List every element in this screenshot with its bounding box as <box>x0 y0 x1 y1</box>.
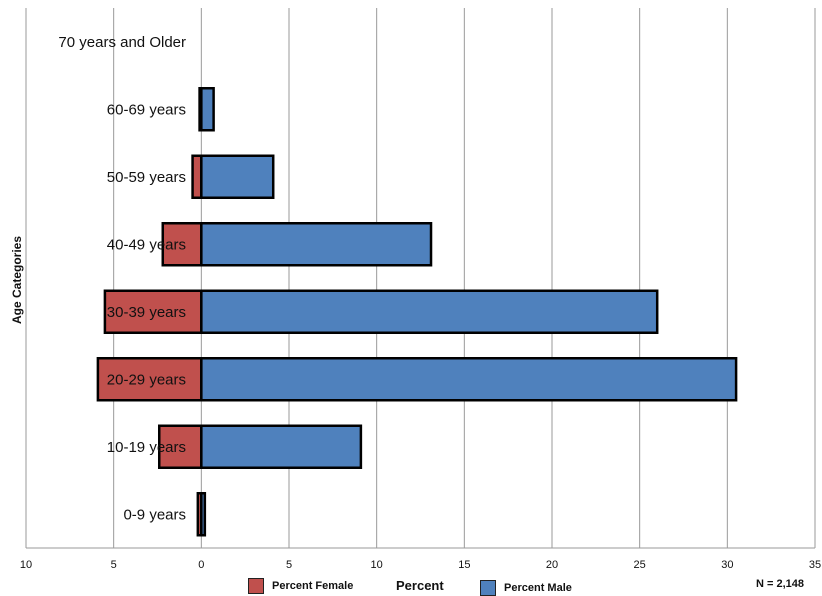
legend-label-female: Percent Female <box>272 580 354 592</box>
legend-swatch-male <box>480 580 496 596</box>
category-label: 40-49 years <box>107 236 186 253</box>
bar-male <box>200 87 215 132</box>
category-label: 30-39 years <box>107 304 186 321</box>
bar-male <box>200 424 363 469</box>
bar-female <box>191 154 203 199</box>
x-tick-label: 20 <box>546 559 558 571</box>
grid-lines <box>25 8 816 549</box>
category-labels: 70 years and Older 60-69 years 50-59 years… <box>58 34 186 524</box>
bar-male <box>200 154 275 199</box>
x-tick-label: 10 <box>371 559 383 571</box>
y-axis-label: Age Categories <box>10 236 24 324</box>
x-tick-label: 5 <box>286 559 292 571</box>
bar-male <box>200 357 738 402</box>
bars <box>96 87 738 537</box>
legend-label-male: Percent Male <box>504 582 572 594</box>
category-label: 20-29 years <box>107 371 186 388</box>
bar-male <box>200 289 659 334</box>
x-tick-label: 15 <box>458 559 470 571</box>
x-tick-labels: 10 5 0 5 10 15 20 25 30 35 <box>20 559 821 571</box>
bar-male <box>200 222 433 267</box>
x-tick-label: 5 <box>111 559 117 571</box>
category-label: 60-69 years <box>107 101 186 118</box>
category-label: 50-59 years <box>107 169 186 186</box>
bar-female <box>158 424 203 469</box>
category-label: 10-19 years <box>107 439 186 456</box>
x-axis-label: Percent <box>396 578 444 593</box>
bar-male <box>200 492 207 537</box>
x-tick-label: 0 <box>198 559 204 571</box>
legend-item-female: Percent Female <box>248 578 353 594</box>
category-label: 70 years and Older <box>58 34 186 51</box>
legend-swatch-female <box>248 578 264 594</box>
category-label: 0-9 years <box>123 506 186 523</box>
legend-item-male: Percent Male <box>480 580 572 596</box>
x-tick-label: 25 <box>634 559 646 571</box>
bar-female <box>103 289 203 334</box>
x-tick-label: 10 <box>20 559 32 571</box>
x-tick-label: 30 <box>721 559 733 571</box>
x-tick-label: 35 <box>809 559 821 571</box>
sample-size-note: N = 2,148 <box>756 578 805 590</box>
